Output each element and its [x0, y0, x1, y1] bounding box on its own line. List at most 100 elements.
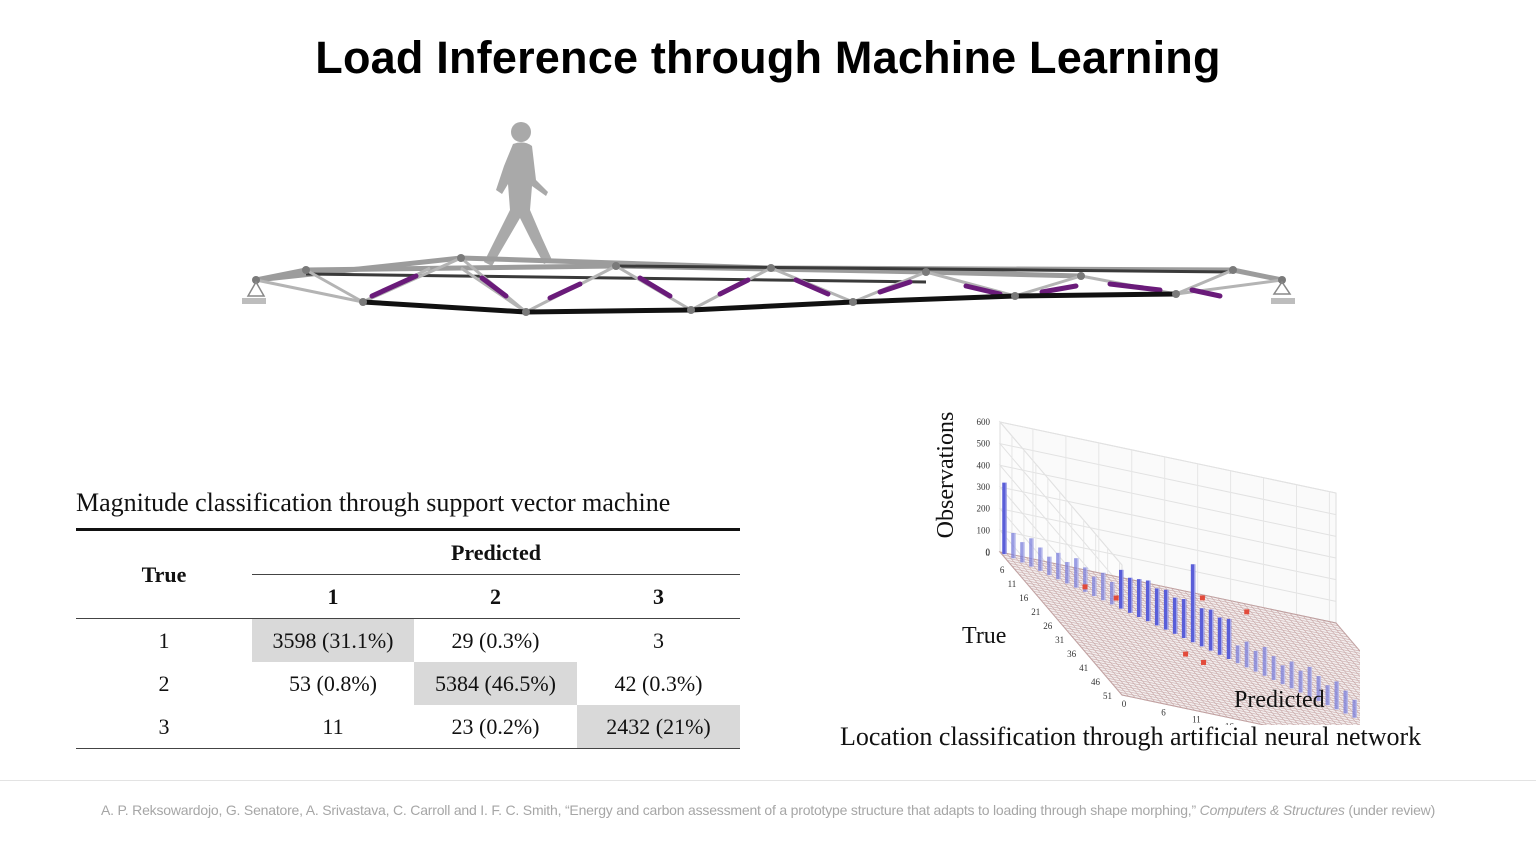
- table-row: 3 11 23 (0.2%) 2432 (21%): [76, 705, 740, 749]
- floor-gridline: [1081, 647, 1360, 707]
- floor-gridline: [1316, 618, 1360, 671]
- true-tick-label: 36: [1067, 649, 1077, 659]
- floor-gridline: [1107, 677, 1331, 725]
- floor-gridline: [1119, 691, 1277, 725]
- floor-gridline: [1078, 568, 1202, 712]
- wall-gridline: [998, 442, 1337, 587]
- z-tick-label: 400: [977, 460, 991, 470]
- true-header: True: [76, 528, 252, 619]
- predicted-header: Predicted: [252, 528, 740, 575]
- error-marker: [1199, 595, 1205, 601]
- reference-citation: A. P. Reksowardojo, G. Senatore, A. Sriv…: [0, 802, 1536, 818]
- error-marker: [1201, 659, 1207, 665]
- floor-gridline: [1095, 663, 1360, 721]
- plot-tick-labels: 0100200300400500600061116212631364146510…: [977, 417, 1235, 725]
- location-classification-plot: 0100200300400500600061116212631364146510…: [933, 412, 1360, 725]
- floor-gridline: [1057, 619, 1360, 684]
- table-cell: 42 (0.3%): [614, 670, 703, 696]
- roller-support-icon: [1271, 280, 1295, 304]
- table-row: 2 53 (0.8%) 5384 (46.5%) 42 (0.3%): [76, 662, 740, 705]
- floor-gridline: [1217, 597, 1327, 725]
- floor-gridline: [999, 551, 1123, 696]
- z-tick-label: 100: [977, 525, 991, 535]
- floor-gridline: [1074, 638, 1360, 700]
- true-tick-label: 46: [1091, 677, 1101, 687]
- floor-gridline: [1047, 607, 1360, 675]
- column-header: 2: [414, 574, 577, 619]
- floor-gridline: [1112, 683, 1309, 725]
- truss-nodes: [252, 254, 1286, 316]
- floor-gridline: [1019, 555, 1142, 700]
- floor-gridline: [1105, 675, 1342, 725]
- floor-gridline: [1012, 554, 1136, 698]
- floor-gridline: [1236, 601, 1343, 725]
- floor-gridline: [1045, 604, 1360, 673]
- wall-gridline: [998, 464, 1337, 609]
- floor-gridline: [1086, 652, 1360, 712]
- floor-gridline: [1039, 560, 1162, 704]
- floor-gridline: [1045, 561, 1169, 705]
- floor-gridline: [1021, 576, 1358, 649]
- table-cell: 23 (0.2%): [414, 705, 577, 749]
- wall-gridline: [998, 421, 1337, 566]
- floor-gridline: [1117, 689, 1288, 725]
- error-marker: [1113, 595, 1119, 601]
- error-marker: [1082, 584, 1088, 590]
- floor-gridline: [1069, 633, 1360, 696]
- true-tick-label: 41: [1079, 663, 1088, 673]
- footer-divider: [0, 780, 1536, 781]
- floor-gridline: [1151, 583, 1273, 725]
- walking-person-icon: [484, 122, 552, 266]
- pin-support-icon: [242, 280, 266, 304]
- floor-gridline: [1038, 596, 1360, 666]
- floor-gridline: [1102, 672, 1353, 725]
- floor-gridline: [1088, 655, 1360, 714]
- floor-gridline: [1157, 585, 1278, 725]
- floor-gridline: [1064, 627, 1360, 691]
- floor-gridline: [1026, 557, 1149, 701]
- table-caption: Magnitude classification through support…: [76, 488, 671, 517]
- floor-gridline: [1032, 558, 1156, 703]
- floor-gridline: [1085, 569, 1208, 714]
- floor-gridline: [1121, 694, 1266, 725]
- active-elements: [369, 273, 1223, 301]
- pred-tick-label: 6: [1161, 707, 1166, 717]
- z-tick-label: 600: [977, 417, 991, 427]
- x-axis-label: True: [962, 623, 1006, 649]
- floor-gridline: [1098, 666, 1360, 723]
- plot-floor-grid: [998, 551, 1360, 725]
- row-label: 3: [76, 705, 252, 749]
- row-label: 2: [158, 670, 170, 696]
- floor-gridline: [1105, 574, 1228, 718]
- table-cell: 3: [577, 618, 740, 662]
- z-tick-label: 200: [977, 504, 991, 514]
- bottom-cable: [360, 291, 1179, 315]
- column-header: 1: [252, 574, 414, 619]
- truss-bridge-figure: [242, 122, 1295, 316]
- z-tick-label: 500: [977, 439, 991, 449]
- column-header: 3: [577, 574, 740, 619]
- pred-tick-label: 11: [1192, 714, 1201, 724]
- floor-gridline: [1335, 622, 1360, 652]
- floor-gridline: [1114, 686, 1299, 725]
- table-cell: 29 (0.3%): [414, 618, 577, 662]
- z-axis-label: Observations: [933, 412, 959, 539]
- reference-status: (under review): [1348, 802, 1436, 818]
- floor-gridline: [1054, 616, 1360, 682]
- pred-tick-label: 16: [1225, 721, 1235, 725]
- reference-journal: Computers & Structures: [1199, 802, 1345, 818]
- floor-gridline: [1031, 588, 1360, 659]
- floor-gridline: [1090, 658, 1360, 716]
- floor-gridline: [1007, 560, 1344, 632]
- table-cell: 3598 (31.1%): [252, 618, 414, 662]
- floor-gridline: [1329, 621, 1360, 658]
- floor-gridline: [1109, 680, 1320, 725]
- floor-gridline: [1040, 599, 1360, 668]
- error-marker: [1183, 651, 1189, 657]
- floor-gridline: [1004, 557, 1341, 629]
- floor-gridline: [1062, 624, 1360, 689]
- floor-gridline: [1263, 607, 1360, 722]
- floor-gridline: [1243, 603, 1348, 725]
- table-cell: 5384 (46.5%): [414, 662, 577, 705]
- z-tick-label: 300: [977, 482, 991, 492]
